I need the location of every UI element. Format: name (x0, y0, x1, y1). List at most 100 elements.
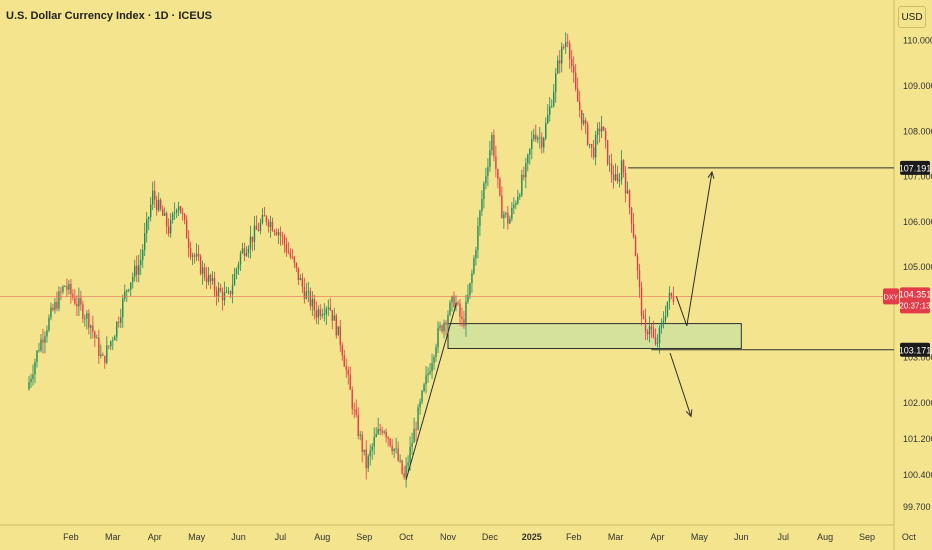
candle-down (257, 229, 260, 231)
candle-up (608, 163, 611, 165)
candle-up (367, 456, 369, 469)
candle-up (269, 221, 272, 228)
candle-up (443, 322, 445, 332)
candle-down (507, 212, 509, 224)
candle-up (359, 434, 361, 436)
candle-down (628, 190, 631, 208)
candle-down (616, 174, 619, 182)
candle-down (672, 296, 675, 302)
candle-up (305, 291, 308, 299)
candle-up (481, 199, 483, 212)
x-tick-label: Apr (650, 532, 664, 542)
x-tick-label: Jun (231, 532, 246, 542)
candle-down (586, 123, 589, 145)
symbol-tag (883, 288, 899, 305)
candle-up (429, 371, 431, 374)
candle-down (592, 147, 595, 158)
candle-up (662, 320, 665, 323)
candle-up (171, 213, 174, 220)
y-tick-label: 105.000 (903, 262, 932, 272)
candle-down (108, 345, 110, 347)
candle-down (389, 438, 391, 446)
candle-down (52, 307, 54, 310)
x-tick-label: Sep (356, 532, 372, 542)
candle-up (545, 123, 547, 139)
candle-down (493, 135, 495, 157)
candle-down (118, 321, 120, 323)
candle-up (582, 120, 585, 124)
candle-down (441, 325, 443, 332)
candle-down (445, 322, 447, 325)
candle-up (660, 322, 663, 328)
rally-trendline[interactable] (405, 303, 457, 480)
candle-down (499, 178, 501, 196)
candle-down (60, 291, 62, 293)
candle-up (110, 341, 112, 347)
candle-down (604, 130, 607, 141)
candle-up (531, 139, 533, 149)
candle-up (511, 207, 513, 219)
candle-up (626, 190, 629, 194)
candle-down (159, 199, 162, 210)
candle-up (465, 301, 467, 326)
candle-up (565, 42, 567, 48)
candle-up (447, 314, 449, 325)
candle-up (337, 326, 339, 336)
candle-up (449, 302, 451, 315)
candle-up (547, 114, 549, 124)
candle-down (279, 232, 282, 236)
candle-down (98, 337, 100, 356)
candle-up (169, 219, 172, 234)
bearish-projection[interactable] (669, 352, 692, 417)
candle-down (56, 301, 58, 309)
candle-down (654, 337, 657, 345)
candle-down (622, 160, 625, 173)
candle-up (529, 148, 531, 155)
currency-button[interactable]: USD (898, 6, 926, 28)
y-tick-label: 102.000 (903, 398, 932, 408)
candle-up (377, 428, 379, 434)
candle-up (371, 446, 373, 451)
bullish-projection[interactable] (686, 171, 713, 326)
candle-down (293, 257, 296, 263)
retest-leg[interactable] (675, 296, 688, 327)
candle-up (44, 336, 46, 343)
candle-up (106, 345, 108, 363)
candle-up (122, 298, 124, 318)
demand-zone[interactable] (447, 323, 742, 349)
candle-down (453, 296, 455, 307)
candle-down (66, 286, 68, 290)
candle-up (509, 218, 511, 224)
candle-up (231, 285, 234, 295)
x-tick-label: May (188, 532, 206, 542)
candle-up (555, 73, 557, 92)
candle-up (191, 255, 194, 257)
candle-up (138, 265, 140, 275)
candle-down (630, 207, 633, 224)
bearish-projection-head (685, 409, 693, 418)
candle-down (535, 134, 537, 140)
candle-up (34, 361, 36, 375)
candle-down (303, 286, 306, 299)
candle-down (640, 287, 643, 316)
candle-up (383, 431, 385, 433)
candle-down (339, 326, 341, 346)
candle-down (167, 226, 170, 234)
bullish-projection-head (707, 170, 715, 179)
candle-up (195, 253, 198, 257)
y-tick-label: 103.000 (903, 353, 932, 363)
candle-up (594, 134, 597, 158)
candle-down (76, 303, 78, 307)
candle-down (644, 318, 647, 332)
current-price-tag (900, 287, 930, 314)
candle-up (84, 318, 86, 320)
candle-up (557, 60, 559, 74)
candle-down (287, 251, 290, 253)
candle-down (255, 225, 258, 230)
chart-title: U.S. Dollar Currency Index · 1D · ICEUS (6, 10, 212, 22)
candle-down (576, 88, 579, 102)
candle-up (489, 150, 491, 168)
candle-down (569, 43, 571, 60)
candle-down (271, 221, 274, 231)
